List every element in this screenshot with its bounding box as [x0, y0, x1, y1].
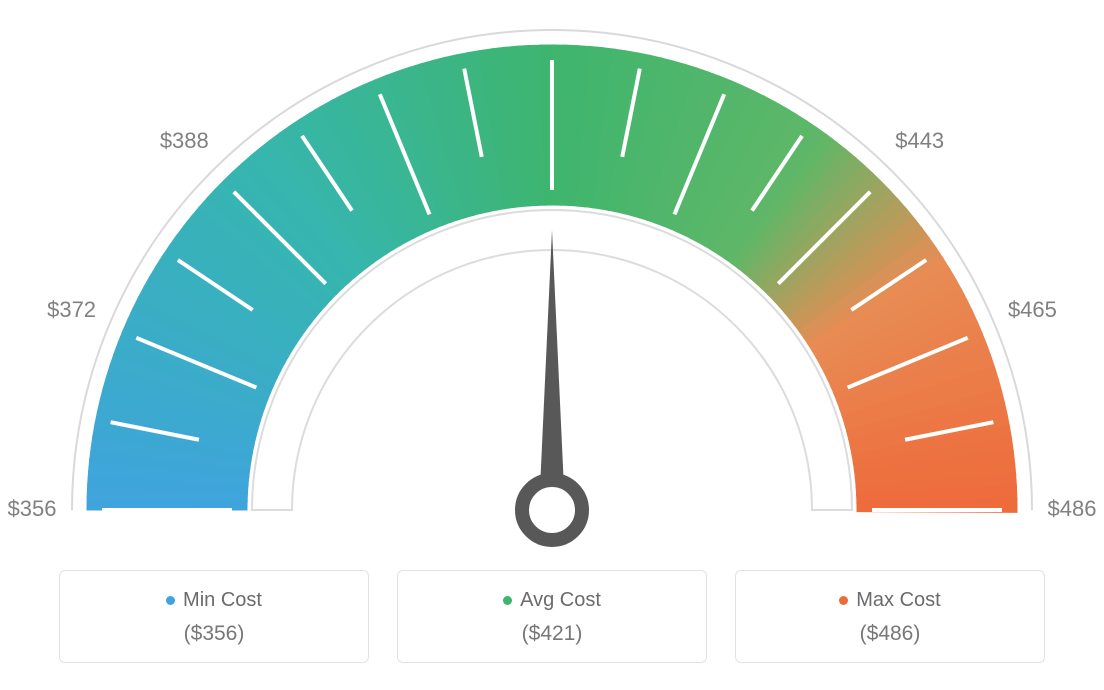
svg-text:$372: $372	[47, 297, 96, 322]
svg-text:$421: $421	[528, 0, 577, 1]
gauge-chart: $356 $372 $388 $421 $443 $465 $486	[0, 0, 1104, 560]
legend-title-max: Max Cost	[839, 589, 940, 612]
legend-card-min: Min Cost ($356)	[59, 570, 369, 663]
legend-label-avg: Avg Cost	[520, 589, 601, 612]
legend-value-avg: ($421)	[408, 622, 696, 646]
svg-text:$443: $443	[895, 128, 944, 153]
legend-card-max: Max Cost ($486)	[735, 570, 1045, 663]
gauge-svg: $356 $372 $388 $421 $443 $465 $486	[0, 0, 1104, 560]
legend-title-min: Min Cost	[166, 589, 262, 612]
legend-card-avg: Avg Cost ($421)	[397, 570, 707, 663]
legend-row: Min Cost ($356) Avg Cost ($421) Max Cost…	[0, 570, 1104, 663]
legend-label-max: Max Cost	[856, 589, 940, 612]
dot-max	[839, 596, 848, 605]
legend-value-max: ($486)	[746, 622, 1034, 646]
svg-text:$465: $465	[1008, 297, 1057, 322]
svg-text:$356: $356	[8, 496, 57, 521]
dot-avg	[503, 596, 512, 605]
svg-text:$388: $388	[160, 128, 209, 153]
dot-min	[166, 596, 175, 605]
legend-value-min: ($356)	[70, 622, 358, 646]
svg-text:$486: $486	[1048, 496, 1097, 521]
legend-title-avg: Avg Cost	[503, 589, 601, 612]
legend-label-min: Min Cost	[183, 589, 262, 612]
